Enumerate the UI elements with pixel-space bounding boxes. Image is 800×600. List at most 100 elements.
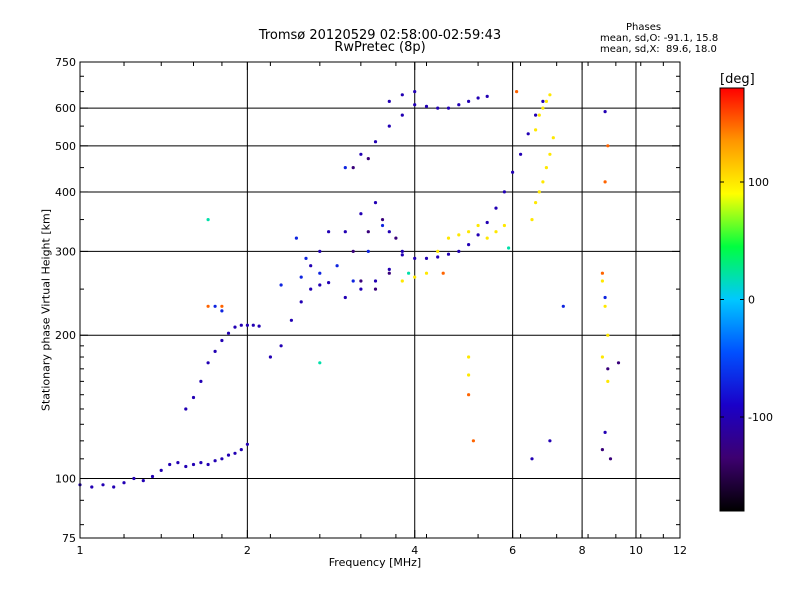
y-tick-label: 750 xyxy=(55,56,76,69)
data-point xyxy=(407,271,411,275)
data-point xyxy=(257,324,261,328)
data-point xyxy=(424,104,429,108)
data-point xyxy=(351,279,355,283)
data-point xyxy=(199,379,203,383)
data-point xyxy=(441,271,445,275)
x-tick-label: 8 xyxy=(579,544,586,557)
data-point xyxy=(343,166,347,170)
data-point xyxy=(226,331,231,335)
y-tick-label: 400 xyxy=(55,186,76,199)
data-point xyxy=(476,223,480,228)
data-point xyxy=(112,485,116,489)
data-point xyxy=(245,323,249,327)
data-point xyxy=(387,99,391,103)
data-point xyxy=(457,249,461,253)
data-point xyxy=(387,271,391,275)
data-point xyxy=(485,94,489,98)
data-point xyxy=(400,93,404,97)
data-point xyxy=(400,113,404,117)
data-point xyxy=(279,344,283,348)
x-tick-label: 10 xyxy=(629,544,643,557)
data-point xyxy=(294,236,298,240)
data-point xyxy=(534,128,538,132)
data-point xyxy=(318,271,322,275)
data-point xyxy=(206,218,210,222)
data-point xyxy=(476,233,480,237)
data-point xyxy=(343,295,347,300)
data-point xyxy=(534,113,538,117)
phase-info-line-x: mean, sd,X: 89.6, 18.0 xyxy=(600,44,717,55)
data-point xyxy=(239,323,243,327)
data-point xyxy=(436,106,440,110)
data-point xyxy=(366,157,370,161)
data-point xyxy=(304,256,308,260)
data-point xyxy=(467,243,471,247)
y-tick-label: 100 xyxy=(55,473,76,486)
x-tick-label: 2 xyxy=(244,544,251,557)
data-point xyxy=(220,304,224,308)
data-point xyxy=(515,90,519,94)
data-point xyxy=(380,223,385,228)
data-point xyxy=(199,461,203,465)
data-point xyxy=(534,201,538,205)
data-point xyxy=(387,230,391,234)
data-point xyxy=(606,144,610,148)
chart-title-line-2: RwPretec (8p) xyxy=(334,40,426,55)
data-point xyxy=(299,275,303,279)
data-point xyxy=(541,106,545,110)
x-axis-ticks: 1 2 4 6 8 10 12 xyxy=(77,62,687,557)
data-point xyxy=(213,304,217,308)
data-point xyxy=(537,190,541,194)
data-point xyxy=(471,439,475,443)
data-point xyxy=(467,373,471,377)
plot-frame xyxy=(79,61,681,539)
data-point xyxy=(373,140,378,144)
data-point xyxy=(213,349,217,353)
phase-info-heading: Phases xyxy=(626,22,662,33)
data-point xyxy=(413,256,417,260)
data-point xyxy=(400,253,404,257)
data-point xyxy=(526,132,530,136)
data-point xyxy=(424,256,429,260)
data-point xyxy=(436,255,440,259)
data-point xyxy=(335,264,339,268)
data-point xyxy=(603,430,607,434)
data-point xyxy=(561,304,565,308)
data-point xyxy=(436,249,440,253)
data-point xyxy=(206,304,210,308)
data-point xyxy=(239,448,243,452)
data-point xyxy=(359,279,363,283)
data-point xyxy=(309,287,313,291)
data-point xyxy=(494,206,498,210)
x-axis-label: Frequency [MHz] xyxy=(328,556,422,569)
data-point xyxy=(457,233,461,237)
data-point xyxy=(351,166,355,170)
data-point xyxy=(544,99,549,103)
data-point xyxy=(507,246,511,250)
data-point xyxy=(327,281,331,285)
data-point xyxy=(387,124,391,128)
data-point xyxy=(394,236,398,240)
data-point xyxy=(213,459,217,463)
data-point xyxy=(191,395,196,400)
data-point xyxy=(544,166,549,170)
data-point xyxy=(603,304,607,308)
y-tick-label: 600 xyxy=(55,102,76,115)
data-point xyxy=(150,474,155,479)
data-point xyxy=(608,457,613,461)
data-point xyxy=(206,462,210,467)
data-point xyxy=(551,136,555,140)
y-tick-label: 75 xyxy=(62,532,76,545)
colorbar-label: [deg] xyxy=(720,72,755,87)
data-point xyxy=(606,367,610,371)
data-point xyxy=(191,462,196,467)
data-point xyxy=(600,355,605,359)
data-point xyxy=(548,152,552,156)
data-point xyxy=(132,476,136,481)
data-point xyxy=(530,457,534,461)
data-point xyxy=(309,264,313,268)
data-point xyxy=(606,333,610,337)
data-point xyxy=(359,152,363,156)
data-point xyxy=(184,407,188,411)
